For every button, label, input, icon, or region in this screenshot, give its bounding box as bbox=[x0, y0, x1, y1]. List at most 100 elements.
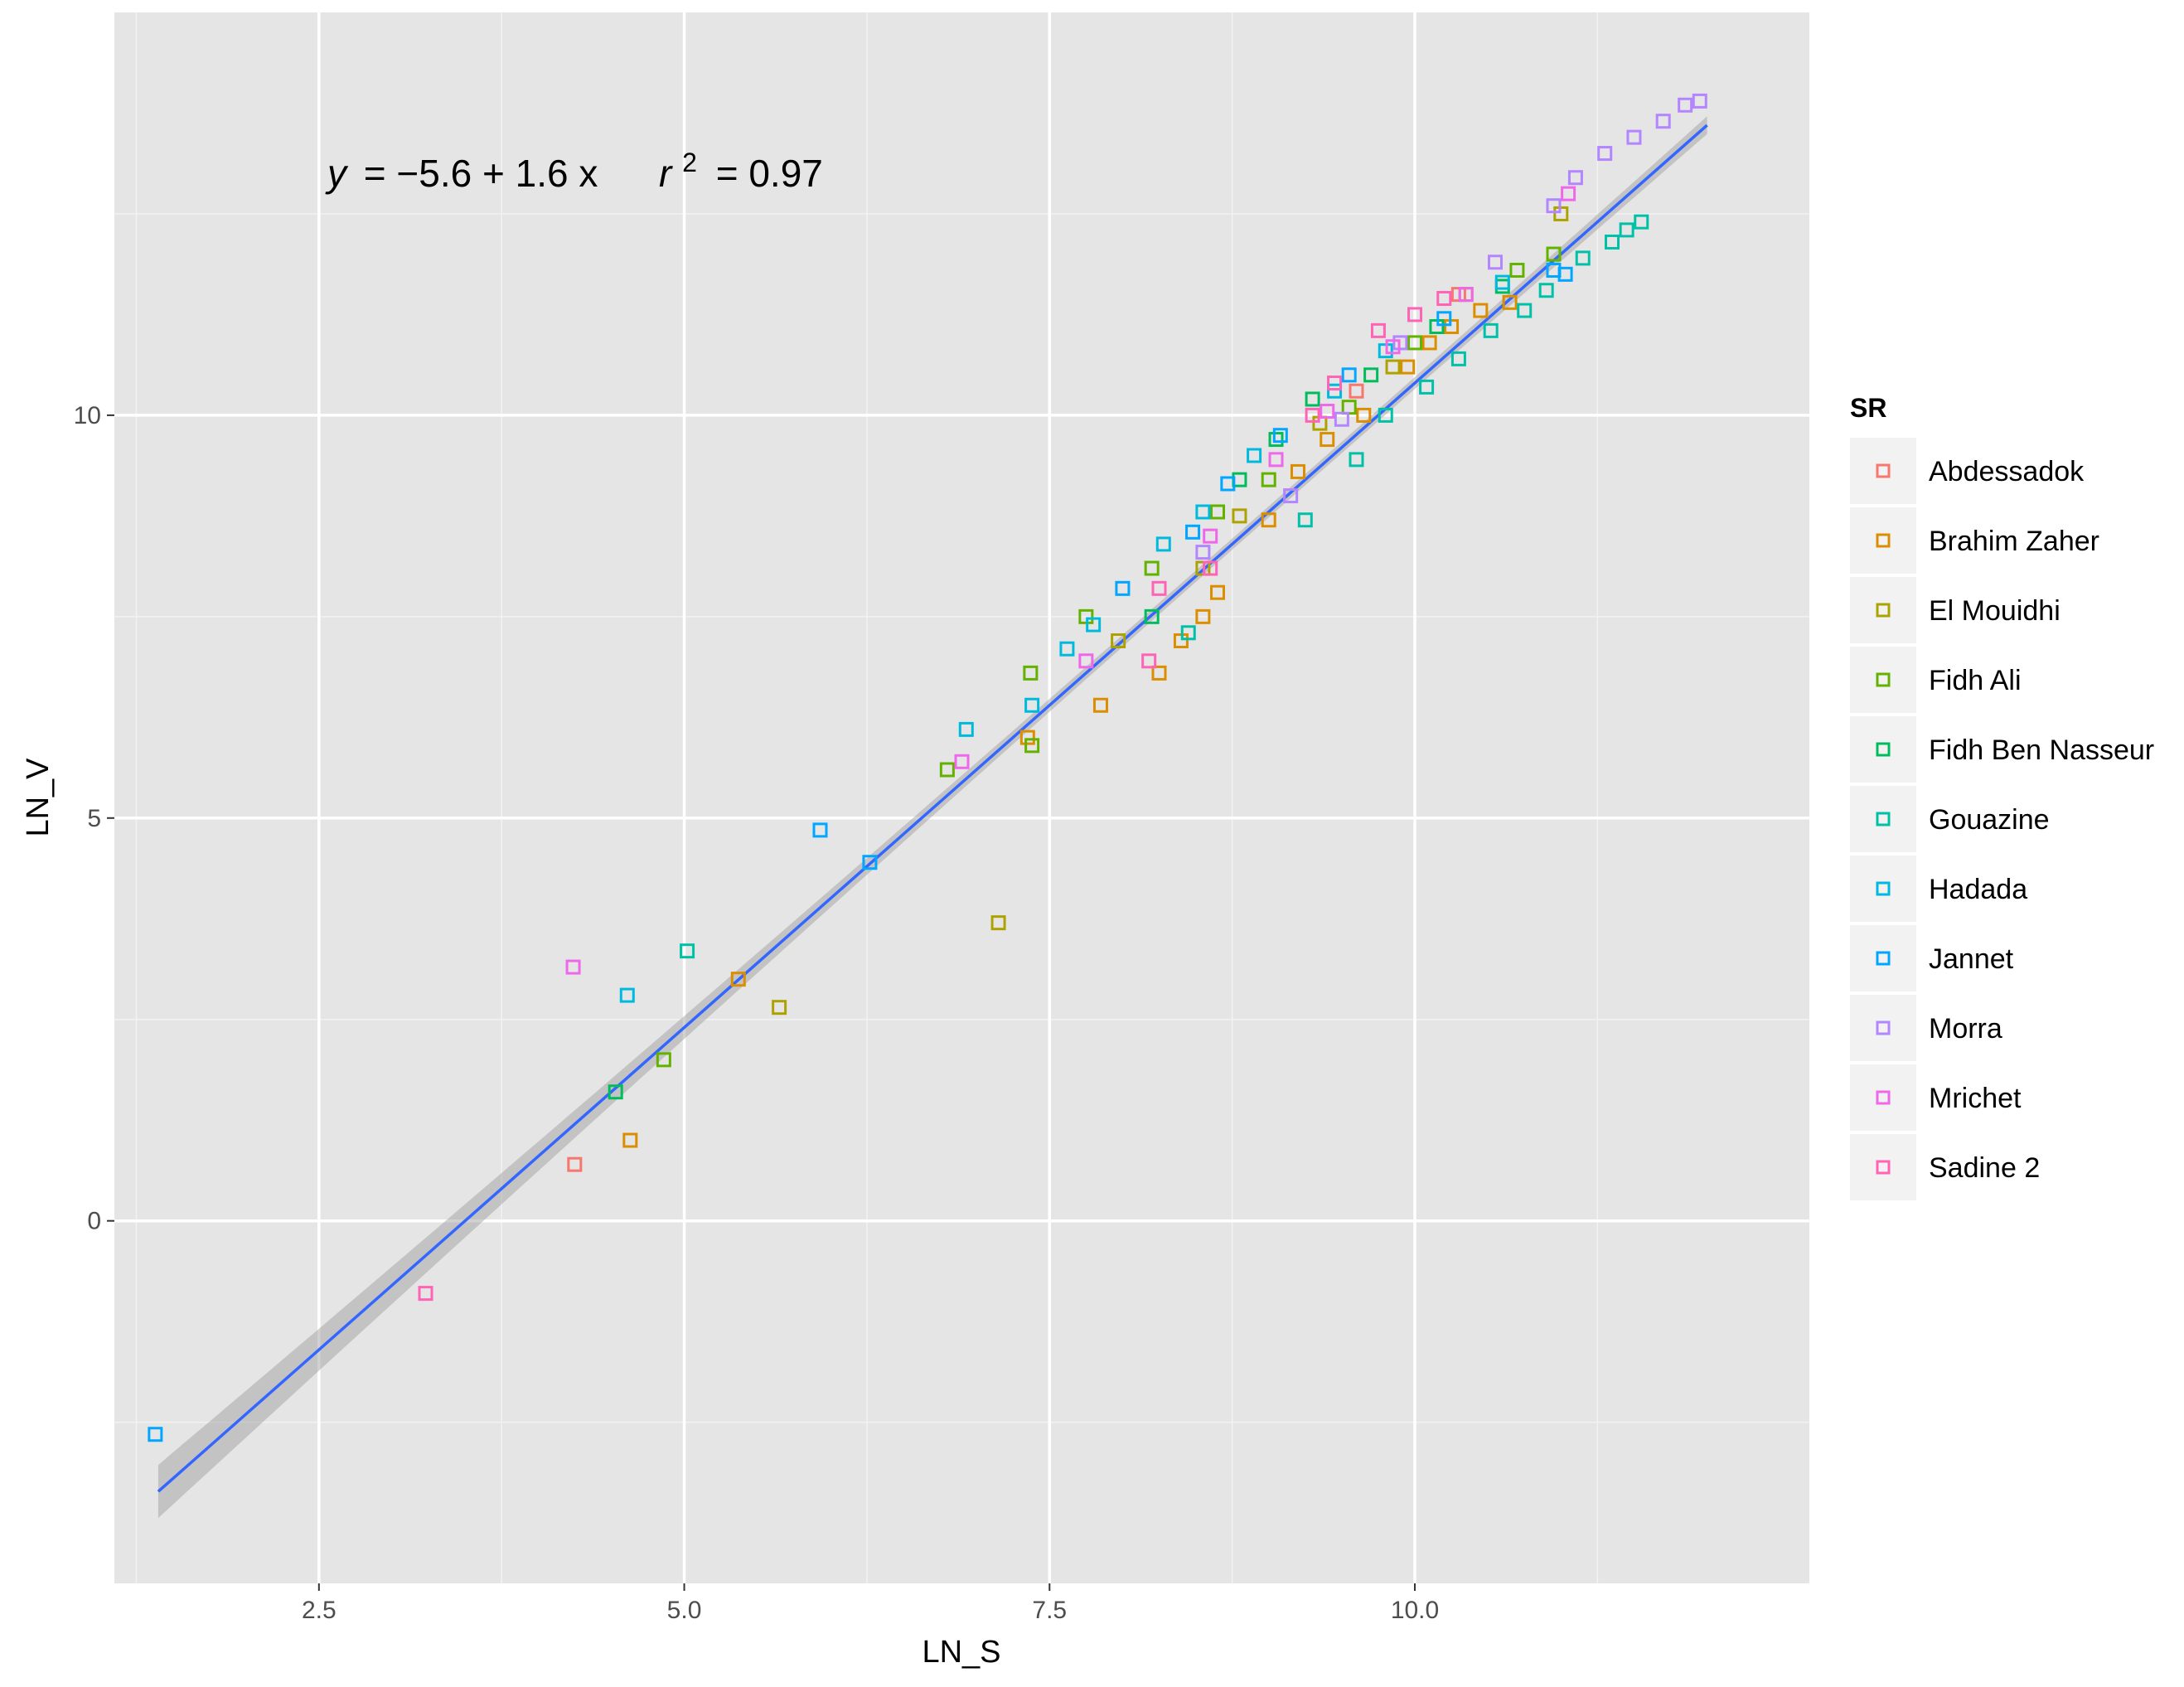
legend-item: Mrichet bbox=[1850, 1064, 2022, 1131]
data-point bbox=[1185, 524, 1201, 540]
data-point bbox=[1349, 383, 1364, 399]
legend-key-background bbox=[1850, 647, 1916, 713]
data-point bbox=[1272, 428, 1288, 444]
data-point bbox=[1356, 407, 1372, 423]
data-point bbox=[1557, 266, 1573, 282]
legend-key-symbol bbox=[1876, 603, 1891, 618]
data-point bbox=[1407, 307, 1423, 322]
data-point bbox=[1378, 407, 1393, 423]
data-point bbox=[608, 1084, 623, 1100]
data-point bbox=[1605, 234, 1620, 250]
annotation-equation: = −5.6 + 1.6 x bbox=[364, 152, 598, 195]
data-point bbox=[1487, 255, 1503, 270]
minor-gridlines bbox=[114, 12, 1809, 1583]
data-point bbox=[1220, 476, 1236, 492]
legend-key-symbol bbox=[1876, 1020, 1891, 1035]
data-point bbox=[1180, 625, 1196, 641]
data-point bbox=[1111, 633, 1126, 648]
legend-key-background bbox=[1850, 1134, 1916, 1200]
data-point bbox=[1210, 584, 1226, 600]
y-tick-label: 5 bbox=[87, 805, 101, 832]
legend-label: Brahim Zaher bbox=[1929, 526, 2099, 557]
data-point bbox=[680, 943, 695, 959]
legend-label: Gouazine bbox=[1929, 804, 2050, 836]
data-point bbox=[1458, 287, 1474, 303]
legend-key-background bbox=[1850, 995, 1916, 1061]
data-point bbox=[1575, 250, 1591, 266]
legend-label: Jannet bbox=[1929, 943, 2014, 975]
legend-label: Morra bbox=[1929, 1013, 2002, 1045]
data-point bbox=[1151, 580, 1167, 596]
data-point bbox=[1634, 214, 1649, 230]
data-point bbox=[1297, 512, 1313, 528]
data-point bbox=[939, 762, 955, 778]
data-point bbox=[1385, 359, 1401, 375]
legend-item: Fidh Ali bbox=[1850, 647, 2022, 713]
data-point bbox=[1261, 512, 1276, 528]
fit-line bbox=[157, 124, 1708, 1493]
data-point bbox=[1473, 303, 1489, 318]
data-point bbox=[1151, 665, 1167, 681]
legend-key-symbol bbox=[1876, 672, 1891, 687]
data-point bbox=[1327, 376, 1343, 391]
data-point bbox=[619, 987, 635, 1003]
legend: SR Abdessadok Brahim Zaher El Mouidhi Fidh … bbox=[1850, 393, 2154, 1200]
data-point bbox=[772, 1000, 787, 1016]
data-point bbox=[1655, 114, 1671, 129]
legend-item: Brahim Zaher bbox=[1850, 507, 2099, 574]
annotation-r: r bbox=[659, 152, 673, 195]
legend-item: Gouazine bbox=[1850, 786, 2050, 852]
data-point bbox=[1421, 335, 1437, 351]
legend-label: El Mouidhi bbox=[1929, 595, 2061, 627]
x-axis: 2.5 5.0 7.5 10.0 bbox=[302, 1583, 1439, 1624]
legend-key-background bbox=[1850, 507, 1916, 574]
legend-label: Abdessadok bbox=[1929, 456, 2085, 487]
legend-key-symbol bbox=[1876, 812, 1891, 827]
annotation-r-exponent: 2 bbox=[682, 148, 697, 177]
legend-label: Fidh Ben Nasseur bbox=[1929, 734, 2154, 766]
data-point bbox=[1261, 472, 1276, 487]
data-point bbox=[1341, 367, 1357, 383]
x-tick-label: 7.5 bbox=[1032, 1597, 1067, 1624]
data-point bbox=[1203, 560, 1218, 576]
data-point bbox=[1247, 448, 1262, 463]
legend-key-background bbox=[1850, 716, 1916, 783]
data-point bbox=[1597, 146, 1613, 162]
data-points bbox=[148, 93, 1707, 1442]
legend-item: Jannet bbox=[1850, 925, 2014, 991]
data-point bbox=[1019, 730, 1035, 745]
data-point bbox=[1195, 504, 1211, 520]
data-point bbox=[1370, 322, 1386, 338]
data-point bbox=[1283, 488, 1299, 504]
data-point bbox=[990, 915, 1006, 931]
data-point bbox=[418, 1286, 433, 1302]
data-point bbox=[1210, 504, 1226, 520]
legend-item: Fidh Ben Nasseur bbox=[1850, 716, 2154, 783]
data-point bbox=[1268, 432, 1284, 448]
data-point bbox=[1320, 404, 1335, 419]
data-point bbox=[1561, 186, 1576, 201]
y-tick-label: 10 bbox=[74, 402, 101, 429]
data-point bbox=[1268, 452, 1284, 468]
data-point bbox=[1023, 665, 1039, 681]
data-point bbox=[1327, 383, 1343, 399]
data-point bbox=[1024, 738, 1040, 754]
data-point bbox=[1086, 617, 1102, 633]
data-point bbox=[730, 972, 746, 987]
data-point bbox=[1483, 322, 1499, 338]
legend-label: Mrichet bbox=[1929, 1083, 2022, 1114]
legend-key-background bbox=[1850, 786, 1916, 852]
data-point bbox=[656, 1052, 671, 1068]
legend-key-symbol bbox=[1876, 742, 1891, 757]
legend-item: Hadada bbox=[1850, 856, 2027, 922]
regression-line bbox=[157, 124, 1708, 1493]
data-point bbox=[1349, 452, 1364, 468]
legend-item: Abdessadok bbox=[1850, 438, 2085, 504]
y-tick-label: 0 bbox=[87, 1208, 101, 1235]
x-tick-label: 5.0 bbox=[667, 1597, 702, 1624]
data-point bbox=[1059, 641, 1075, 657]
data-point bbox=[622, 1132, 638, 1148]
data-point bbox=[1320, 432, 1335, 448]
data-point bbox=[1195, 608, 1211, 624]
